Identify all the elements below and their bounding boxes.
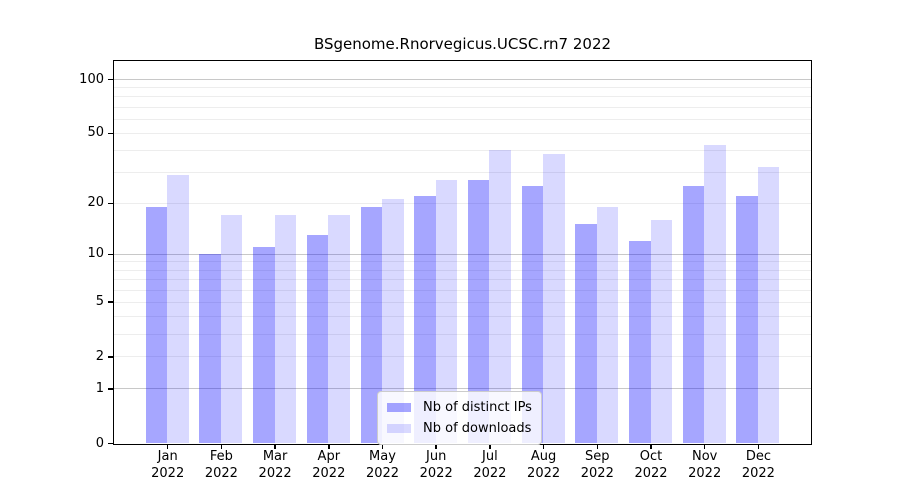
minor-gridline (114, 202, 811, 204)
x-tick-label: Jul 2022 (473, 449, 507, 481)
legend-entry-downloads: Nb of downloads (387, 418, 532, 439)
x-tick-mark (596, 445, 599, 449)
y-tick-mark (108, 301, 113, 303)
bar-downloads (757, 167, 780, 443)
y-tick-mark (108, 442, 113, 445)
bar-distinct-ips (736, 195, 758, 443)
legend-label-downloads: Nb of downloads (423, 421, 532, 436)
bar-downloads (167, 174, 189, 443)
x-tick-label: Nov 2022 (688, 449, 722, 481)
x-tick-mark (274, 445, 276, 449)
legend-swatch-downloads-icon (387, 424, 411, 433)
bar-downloads (382, 199, 404, 443)
x-tick-label: Feb 2022 (204, 449, 238, 481)
minor-gridline (114, 150, 811, 152)
bar-downloads (220, 215, 243, 443)
x-tick-label: Apr 2022 (312, 449, 346, 481)
bar-distinct-ips (199, 253, 221, 443)
bar-downloads (543, 154, 565, 443)
x-tick-label: Dec 2022 (741, 449, 775, 481)
bar-distinct-ips (360, 206, 382, 443)
y-tick-mark (108, 132, 113, 135)
y-tick-mark (108, 253, 113, 256)
legend-entry-distinct-ips: Nb of distinct IPs (387, 397, 532, 418)
bar-downloads (274, 215, 297, 443)
legend-swatch-distinct-ips-icon (387, 403, 411, 412)
x-tick-mark (757, 445, 760, 449)
y-tick-label: 5 (95, 294, 104, 310)
bar-distinct-ips (145, 206, 168, 443)
plot-area (113, 60, 812, 445)
bar-distinct-ips (306, 234, 329, 443)
bar-downloads (489, 150, 511, 443)
x-tick-label: May 2022 (365, 449, 400, 481)
bar-distinct-ips (414, 195, 436, 443)
x-tick-mark (489, 445, 491, 449)
legend-label-distinct-ips: Nb of distinct IPs (423, 400, 532, 415)
y-tick-label: 2 (95, 348, 104, 364)
x-tick-mark (220, 445, 223, 449)
bar-distinct-ips (575, 224, 597, 443)
minor-gridline (114, 269, 811, 271)
x-tick-label: Aug 2022 (527, 449, 561, 481)
minor-gridline (114, 106, 811, 108)
x-tick-mark (703, 445, 706, 449)
minor-gridline (114, 279, 811, 281)
x-tick-label: Oct 2022 (634, 449, 668, 481)
minor-gridline (114, 118, 811, 120)
minor-gridline (114, 316, 811, 318)
x-tick-label: Mar 2022 (258, 449, 292, 481)
bar-distinct-ips (682, 186, 705, 443)
minor-gridline (114, 87, 811, 89)
y-tick-label: 10 (87, 246, 104, 262)
x-tick-mark (542, 445, 545, 449)
major-gridline (114, 388, 811, 390)
y-tick-label: 20 (87, 195, 104, 211)
bar-downloads (435, 180, 458, 443)
bar-distinct-ips (253, 247, 275, 443)
minor-gridline (114, 356, 811, 358)
y-tick-label: 0 (95, 435, 104, 451)
major-gridline (114, 79, 811, 81)
bar-downloads (596, 206, 619, 443)
legend: Nb of distinct IPs Nb of downloads (377, 391, 542, 445)
bar-distinct-ips (629, 240, 651, 443)
x-tick-label: Jan 2022 (151, 449, 185, 481)
minor-gridline (114, 301, 811, 303)
bar-downloads (650, 219, 672, 443)
y-tick-mark (108, 388, 113, 390)
x-tick-label: Sep 2022 (580, 449, 614, 481)
minor-gridline (114, 333, 811, 335)
minor-gridline (114, 172, 811, 174)
bar-distinct-ips (467, 180, 490, 443)
y-tick-label: 1 (95, 380, 104, 396)
x-tick-mark (381, 445, 384, 449)
x-tick-mark (650, 445, 652, 449)
y-tick-mark (108, 356, 113, 358)
major-gridline (114, 253, 811, 255)
y-tick-mark (108, 202, 113, 205)
x-tick-mark (435, 445, 437, 449)
minor-gridline (114, 96, 811, 98)
minor-gridline (114, 261, 811, 263)
chart-title: BSgenome.Rnorvegicus.UCSC.rn7 2022 (313, 35, 612, 53)
x-tick-label: Jun 2022 (419, 449, 453, 481)
y-tick-label: 100 (79, 71, 104, 87)
y-tick-label: 50 (87, 125, 104, 141)
bar-distinct-ips (521, 186, 544, 443)
y-tick-mark (108, 78, 113, 81)
bar-downloads (328, 215, 350, 443)
x-tick-mark (166, 445, 169, 449)
x-tick-mark (328, 445, 330, 449)
bar-downloads (704, 144, 726, 443)
minor-gridline (114, 289, 811, 291)
minor-gridline (114, 132, 811, 134)
